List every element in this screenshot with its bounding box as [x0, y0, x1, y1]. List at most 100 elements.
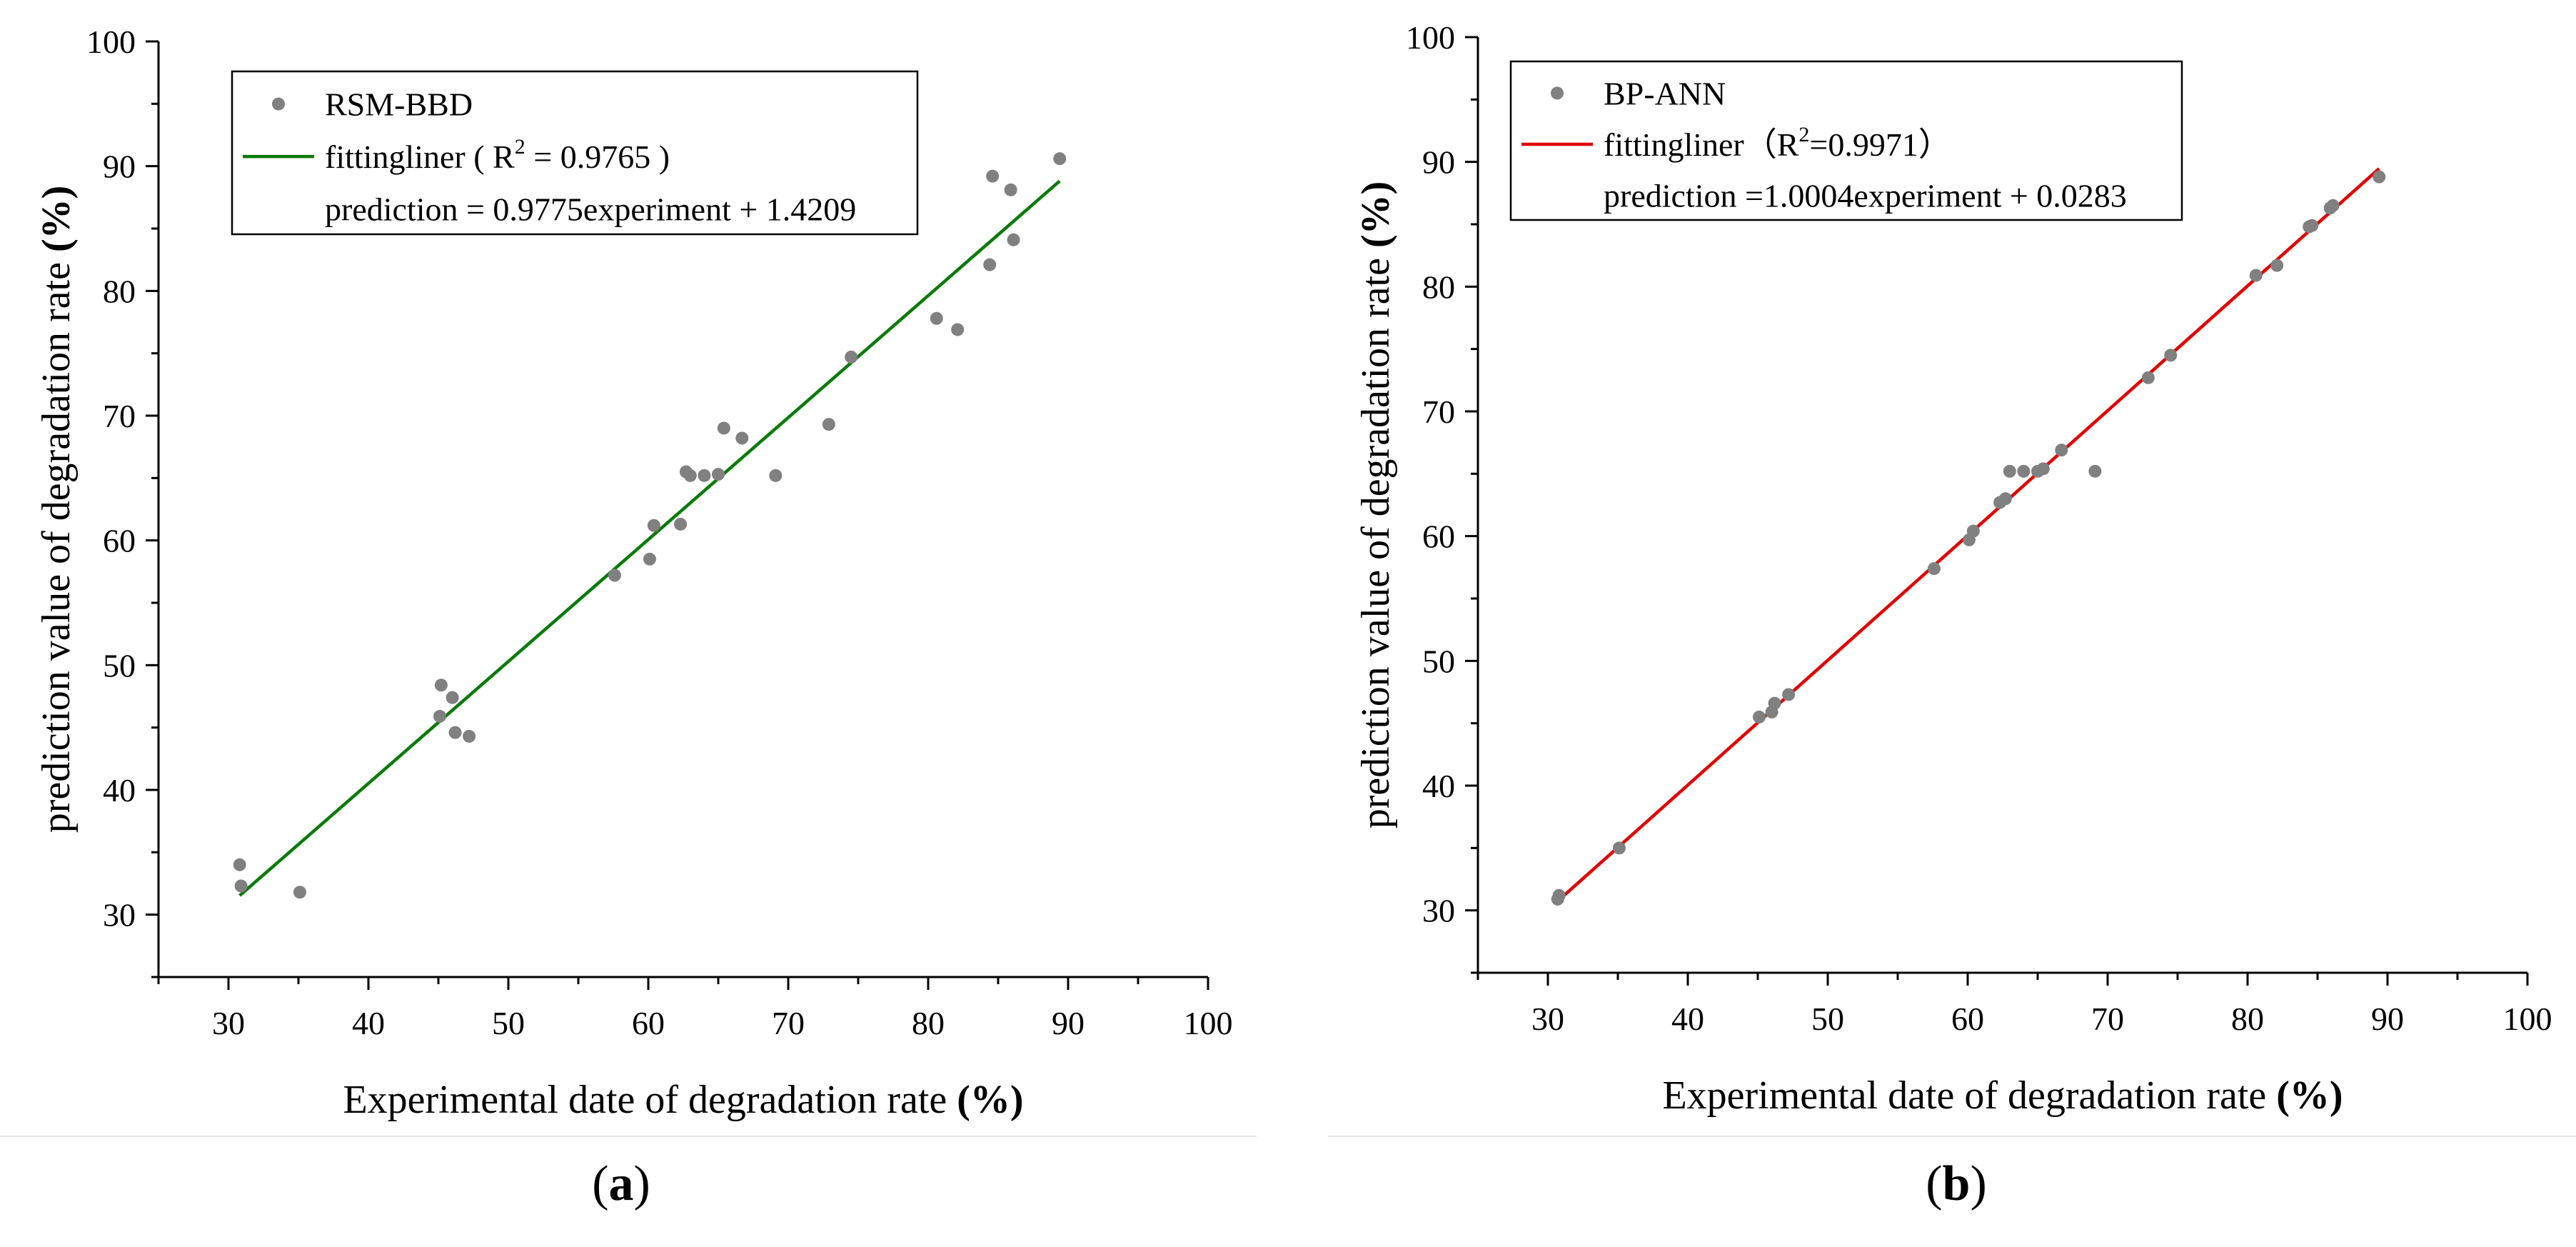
data-point — [1768, 696, 1781, 710]
fit-line — [238, 179, 1061, 897]
y-tick-label: 40 — [103, 772, 136, 808]
data-point — [698, 469, 711, 482]
y-axis-label: prediction value of degradation rate (%) — [1354, 181, 1398, 829]
data-point — [2164, 349, 2178, 362]
y-axis-label-text: prediction value of degradation rate — [1354, 248, 1398, 828]
data-point — [2017, 464, 2031, 478]
data-point — [983, 258, 997, 271]
data-point — [717, 421, 730, 435]
caption-letter-b: b — [1942, 1156, 1971, 1211]
legend-fit-value: =0.9971） — [1809, 126, 1951, 163]
data-point — [2270, 259, 2284, 272]
x-axis-label: Experimental date of degradation rate (%… — [343, 1078, 1023, 1122]
legend-fit-superscript: 2 — [1798, 123, 1809, 146]
x-tick-label: 60 — [1951, 1001, 1984, 1037]
x-tick-label: 30 — [212, 1005, 245, 1041]
data-point — [1053, 152, 1067, 166]
panel-separator-a — [0, 1136, 1257, 1137]
y-tick-label: 70 — [103, 398, 136, 434]
legend-fit-label: fittingliner（R2=0.9971） — [1604, 123, 1951, 163]
data-point — [434, 678, 448, 692]
data-point — [951, 323, 965, 336]
legend-series-name: RSM-BBD — [325, 86, 473, 123]
data-point — [643, 552, 656, 566]
y-tick-label: 80 — [103, 273, 136, 309]
x-tick-label: 70 — [772, 1005, 805, 1041]
x-tick-label: 30 — [1531, 1001, 1564, 1037]
chart-panel-b: 30 40 50 60 70 80 90 100 30 40 50 60 70 80 90 100 Experi… — [1328, 0, 2576, 1247]
y-tick-label: 30 — [1422, 893, 1455, 929]
caption-letter-a: a — [608, 1156, 634, 1211]
data-point — [1998, 492, 2012, 506]
x-axis-label-text: Experimental date of degradation rate — [343, 1078, 957, 1122]
x-tick-label: 100 — [1184, 1005, 1233, 1041]
data-point — [1612, 841, 1626, 855]
data-point — [712, 468, 725, 481]
data-point — [2249, 269, 2263, 282]
legend-equation: prediction = 0.9775experiment + 1.4209 — [325, 191, 856, 228]
y-tick-label: 90 — [103, 149, 136, 185]
legend-fit-label: fittingliner ( R2 = 0.9765 ) — [325, 135, 670, 175]
y-tick-label: 70 — [1422, 394, 1455, 430]
legend-series-name: BP-ANN — [1604, 75, 1726, 111]
data-point — [2326, 199, 2340, 212]
data-point — [683, 469, 697, 482]
data-point — [2055, 444, 2068, 457]
data-point — [769, 469, 783, 482]
legend-box — [1509, 60, 2183, 221]
y-tick-label: 30 — [103, 897, 136, 933]
x-tick-label: 50 — [492, 1005, 525, 1041]
y-axis-label: prediction value of degradation rate (%) — [34, 186, 79, 833]
legend-marker — [272, 97, 285, 111]
data-point — [233, 858, 246, 871]
chart-panel-a: 30 40 50 60 70 80 90 100 30 40 50 60 70 80 90 100 Experi… — [0, 0, 1271, 1247]
x-axis-label-unit: (%) — [2276, 1073, 2343, 1118]
x-tick-label: 40 — [352, 1005, 385, 1041]
panel-separator-b — [1328, 1136, 2576, 1137]
x-axis-label-text: Experimental date of degradation rate — [1662, 1073, 2276, 1118]
data-point — [845, 350, 858, 364]
data-point — [608, 569, 621, 582]
x-tick-label: 90 — [1052, 1005, 1085, 1041]
data-point — [822, 418, 835, 431]
data-point — [446, 691, 459, 704]
legend: BP-ANN fittingliner（R2=0.9971） prediction … — [1509, 60, 2183, 221]
caption-a: (a) — [592, 1156, 650, 1211]
x-tick-label: 50 — [1811, 1001, 1844, 1037]
data-point — [463, 729, 476, 743]
x-tick-label: 60 — [632, 1005, 665, 1041]
legend-fit-text: fittingliner ( R — [325, 139, 515, 175]
x-axis-label-unit: (%) — [957, 1078, 1023, 1122]
data-point — [1004, 183, 1017, 196]
data-point — [1782, 688, 1796, 701]
legend-marker — [1551, 86, 1564, 100]
x-tick-label: 70 — [2091, 1001, 2124, 1037]
data-point — [2036, 462, 2050, 476]
data-point — [1966, 524, 1980, 538]
data-point — [930, 311, 943, 325]
y-tick-label: 90 — [1422, 144, 1455, 181]
data-point — [647, 519, 660, 532]
legend-box — [231, 70, 919, 236]
y-axis-label-unit: (%) — [34, 186, 79, 252]
y-tick-label: 100 — [86, 24, 136, 60]
x-tick-label: 40 — [1671, 1001, 1704, 1037]
x-tick-label: 90 — [2371, 1001, 2404, 1037]
data-point — [2003, 464, 2016, 478]
x-tick-label: 80 — [2231, 1001, 2264, 1037]
data-point — [293, 886, 306, 899]
x-tick-label: 100 — [2503, 1001, 2552, 1037]
data-point — [448, 726, 462, 739]
legend-fit-text: fittingliner（R — [1604, 126, 1799, 163]
scatter-chart-b: 30 40 50 60 70 80 90 100 30 40 50 60 70 80 90 100 Experi… — [1354, 19, 2552, 1118]
legend: RSM-BBD fittingliner ( R2 = 0.9765 ) predi… — [231, 70, 919, 236]
data-point — [1552, 888, 1566, 902]
data-point — [1927, 562, 1941, 576]
x-tick-label: 80 — [912, 1005, 945, 1041]
data-point — [674, 517, 688, 531]
y-tick-label: 60 — [1422, 519, 1455, 555]
data-point — [2305, 219, 2319, 232]
y-tick-label: 60 — [103, 523, 136, 559]
y-tick-label: 80 — [1422, 269, 1455, 305]
data-point — [1752, 710, 1766, 723]
